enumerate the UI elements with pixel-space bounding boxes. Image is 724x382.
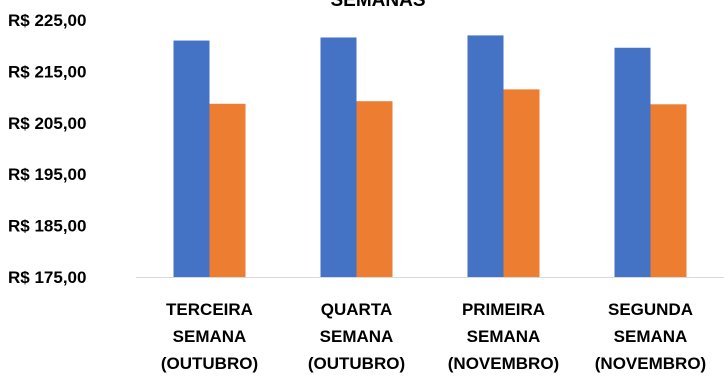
y-tick-label: R$ 225,00 [8, 11, 86, 30]
bar-1-2 [320, 37, 357, 278]
bar-2-3 [503, 89, 540, 277]
x-tick-label-line: (NOVEMBRO) [595, 354, 706, 373]
x-tick-label-line: PRIMEIRA [462, 300, 545, 319]
y-tick-label: R$ 215,00 [8, 62, 86, 81]
x-tick-label: SEGUNDA SEMANA (NOVEMBRO) [595, 300, 706, 373]
x-tick-label-line: (OUTUBRO) [308, 354, 405, 373]
bar-1-4 [614, 47, 651, 278]
bar-series [173, 35, 687, 278]
y-axis-labels: R$ 175,00 R$ 185,00 R$ 195,00 R$ 205,00 R$ 2… [8, 11, 86, 287]
bar-1-1 [173, 40, 210, 278]
x-tick-label-line: (NOVEMBRO) [448, 354, 559, 373]
x-tick-label: QUARTA SEMANA (OUTUBRO) [308, 300, 405, 373]
x-tick-label-line: SEMANA [320, 327, 394, 346]
x-tick-label-line: SEMANA [173, 327, 247, 346]
y-tick-label: R$ 185,00 [8, 217, 86, 236]
x-tick-label: PRIMEIRA SEMANA (NOVEMBRO) [448, 300, 559, 373]
x-tick-label-line: (OUTUBRO) [161, 354, 258, 373]
bar-1-3 [467, 35, 504, 277]
bar-2-4 [650, 104, 687, 278]
x-axis-labels: TERCEIRA SEMANA (OUTUBRO) QUARTA SEMANA (OUTU… [161, 300, 706, 373]
x-tick-label-line: SEMANA [614, 327, 688, 346]
y-tick-label: R$ 175,00 [8, 268, 86, 287]
y-tick-label: R$ 205,00 [8, 114, 86, 133]
x-tick-label-line: SEGUNDA [608, 300, 693, 319]
x-tick-label: TERCEIRA SEMANA (OUTUBRO) [161, 300, 258, 373]
bar-2-1 [209, 103, 246, 277]
bar-2-2 [356, 101, 393, 277]
x-tick-label-line: TERCEIRA [166, 300, 253, 319]
chart-title: SEMANAS [330, 0, 425, 11]
x-tick-label-line: SEMANA [467, 327, 541, 346]
y-tick-label: R$ 195,00 [8, 165, 86, 184]
x-tick-label-line: QUARTA [321, 300, 392, 319]
